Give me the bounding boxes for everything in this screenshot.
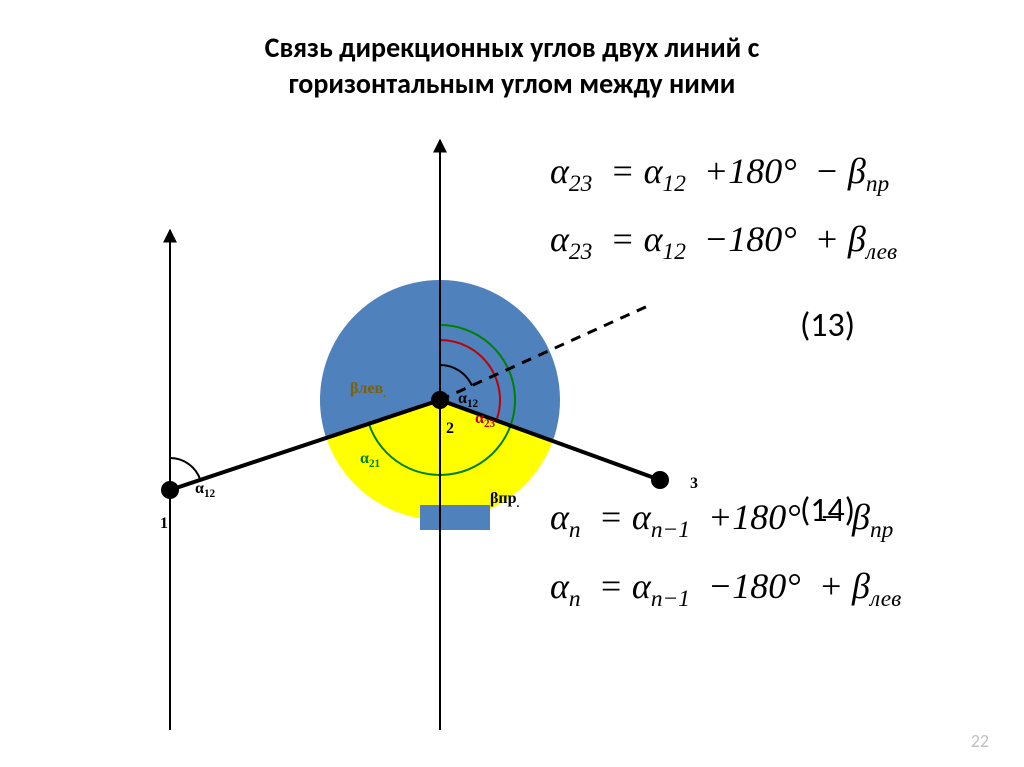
label-a23: α23 bbox=[475, 410, 495, 430]
formula-14b: αn = αn−1 −180° + βлев bbox=[550, 565, 1020, 613]
title-line2: горизонтальным углом между ними bbox=[289, 66, 736, 101]
formula-block: α23 = α12 +180° − βпр α23 = α12 −180° + … bbox=[550, 150, 1020, 633]
label-a21: α21 bbox=[360, 450, 380, 470]
slide-title: Связь дирекционных углов двух линий с го… bbox=[0, 30, 1024, 103]
equation-number-13: (13) bbox=[800, 305, 855, 346]
formula-14a: αn = αn−1 +180° − βпр bbox=[550, 496, 1020, 544]
label-point-2: 2 bbox=[446, 420, 454, 438]
label-bpr: βпр. bbox=[490, 490, 519, 510]
formula-13b: α23 = α12 −180° + βлев bbox=[550, 218, 1020, 266]
formula-13a: α23 = α12 +180° − βпр bbox=[550, 150, 1020, 198]
label-blev: βлев. bbox=[350, 380, 386, 400]
page-number: 22 bbox=[971, 730, 989, 752]
equation-number-14: (14) bbox=[800, 490, 855, 531]
label-a12-left: α12 bbox=[195, 480, 215, 500]
label-point-1: 1 bbox=[160, 515, 168, 533]
title-line1: Связь дирекционных углов двух линий с bbox=[265, 30, 760, 65]
label-a12-right: α12 bbox=[458, 390, 478, 410]
